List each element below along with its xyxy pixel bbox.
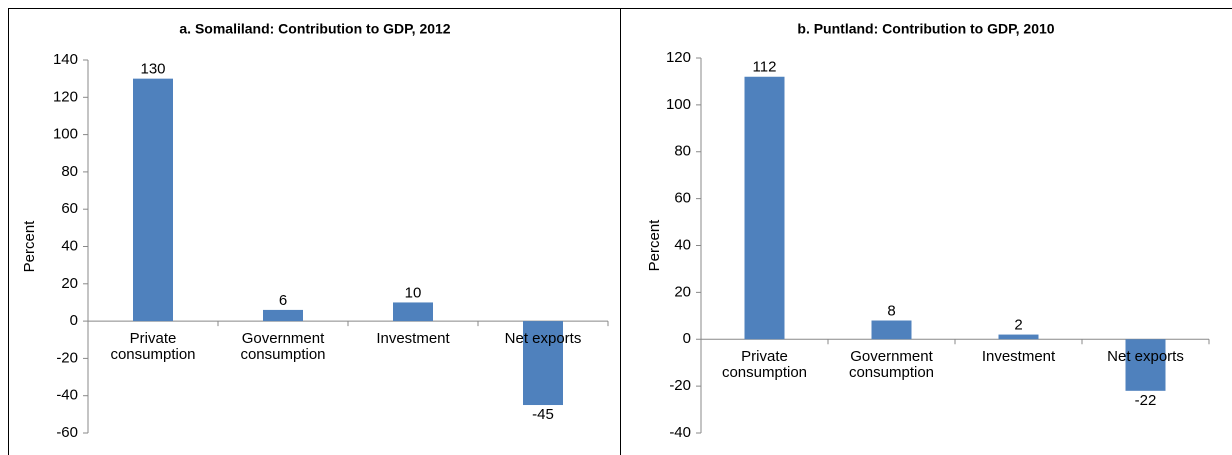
value-label: 8 bbox=[887, 302, 895, 319]
value-label: 10 bbox=[405, 284, 422, 301]
bar bbox=[133, 78, 173, 322]
x-tick-label: Private consumption bbox=[110, 330, 196, 364]
bar bbox=[871, 320, 912, 340]
x-tick-label: Investment bbox=[981, 348, 1056, 366]
y-axis-label: Percent bbox=[21, 220, 38, 273]
y-tick-label: 60 bbox=[61, 200, 78, 217]
bar bbox=[393, 302, 433, 322]
y-tick-label: 40 bbox=[674, 236, 691, 253]
y-tick-label: 80 bbox=[674, 143, 691, 160]
value-label: 130 bbox=[140, 61, 165, 78]
y-tick-label: 80 bbox=[61, 163, 78, 180]
bar bbox=[1125, 339, 1166, 391]
y-tick-label: -60 bbox=[56, 424, 78, 441]
y-tick-label: 20 bbox=[61, 275, 78, 292]
y-tick-label: 140 bbox=[53, 51, 78, 68]
y-tick-label: 100 bbox=[53, 126, 78, 143]
bar bbox=[998, 334, 1039, 340]
y-tick-label: 120 bbox=[666, 49, 691, 66]
value-label: -22 bbox=[1135, 392, 1157, 409]
y-tick-label: 20 bbox=[674, 283, 691, 300]
x-tick-label: Investment bbox=[376, 330, 450, 348]
y-tick-label: 0 bbox=[683, 330, 691, 347]
value-label: 112 bbox=[753, 59, 777, 76]
y-axis-label: Percent bbox=[646, 219, 663, 272]
x-tick-label: Government consumption bbox=[848, 348, 935, 382]
x-tick-label: Private consumption bbox=[721, 348, 808, 382]
y-tick-label: -20 bbox=[56, 349, 78, 366]
x-tick-label: Net exports bbox=[504, 330, 582, 348]
value-label: 2 bbox=[1014, 317, 1022, 334]
y-tick-label: -40 bbox=[56, 387, 78, 404]
bar bbox=[744, 76, 785, 340]
y-tick-label: 0 bbox=[70, 312, 78, 329]
bar bbox=[523, 321, 563, 406]
value-label: 6 bbox=[279, 292, 287, 309]
value-label: -45 bbox=[532, 406, 554, 423]
x-tick-label: Net exports bbox=[1107, 348, 1184, 366]
x-tick-label: Government consumption bbox=[240, 330, 326, 364]
chart-title: b. Puntland: Contribution to GDP, 2010 bbox=[797, 21, 1054, 37]
y-tick-label: 120 bbox=[53, 88, 78, 105]
panel-border bbox=[620, 8, 1232, 455]
y-tick-label: -20 bbox=[669, 377, 691, 394]
chart-title: a. Somaliland: Contribution to GDP, 2012 bbox=[179, 21, 450, 37]
bar bbox=[263, 309, 303, 322]
y-tick-label: 60 bbox=[674, 190, 691, 207]
y-tick-label: 100 bbox=[666, 96, 691, 113]
y-tick-label: -40 bbox=[669, 424, 691, 441]
y-tick-label: 40 bbox=[61, 237, 78, 254]
